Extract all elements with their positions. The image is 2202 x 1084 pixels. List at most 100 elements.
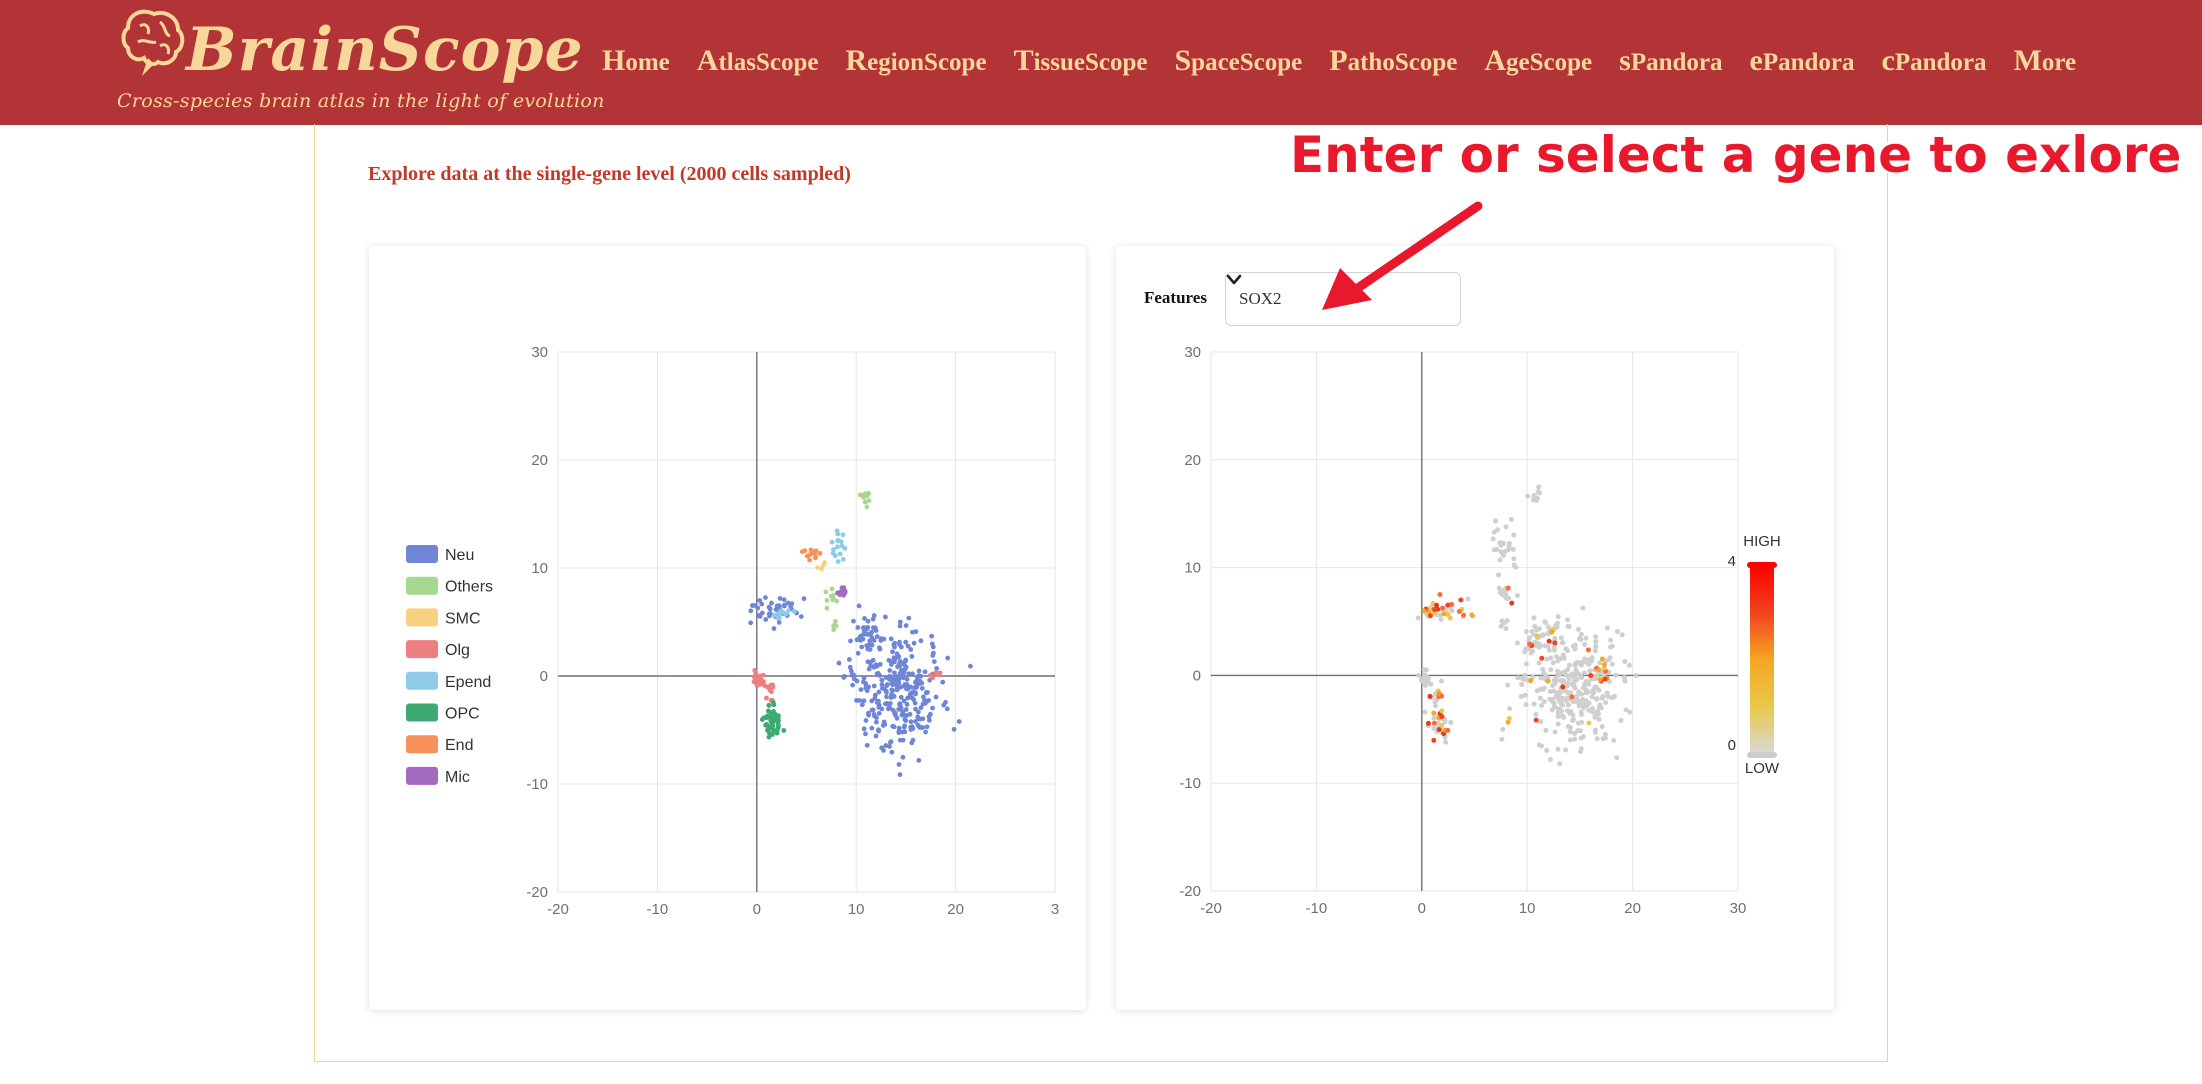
nav-item-atlasscope[interactable]: AtlasScope — [697, 44, 819, 78]
legend-swatch[interactable] — [406, 576, 438, 595]
point-neu — [888, 662, 894, 667]
nav-item-label: paceScope — [1191, 49, 1303, 76]
point-neu — [879, 706, 885, 712]
point-neu — [862, 616, 867, 621]
point-neu — [889, 749, 895, 755]
point-neu — [929, 641, 935, 647]
point-neu — [911, 697, 917, 703]
point-neu — [897, 623, 903, 629]
point-unexpressed — [1511, 562, 1517, 568]
point-unexpressed — [1529, 628, 1535, 634]
point-neu — [902, 729, 908, 735]
legend-label[interactable]: Neu — [445, 547, 474, 564]
legend-swatch[interactable] — [406, 735, 438, 754]
nav-item-more[interactable]: More — [2014, 44, 2077, 78]
visualmap-gradient-bar[interactable] — [1750, 566, 1774, 754]
nav-item-pathoscope[interactable]: PathoScope — [1329, 44, 1457, 78]
nav-item-tissuescope[interactable]: TissueScope — [1014, 44, 1148, 78]
point-unexpressed — [1532, 639, 1538, 645]
point-opc — [766, 730, 772, 736]
point-neu — [855, 650, 861, 656]
legend-swatch[interactable] — [406, 671, 438, 690]
point-unexpressed — [1570, 699, 1576, 705]
point-neu — [897, 663, 903, 669]
point-unexpressed — [1600, 693, 1606, 699]
point-olg — [770, 682, 775, 688]
point-unexpressed — [1561, 714, 1567, 720]
point-expressed — [1552, 640, 1558, 646]
legend-label[interactable]: End — [445, 737, 473, 754]
point-neu — [847, 664, 853, 670]
legend-label[interactable]: SMC — [445, 610, 481, 627]
point-expressed — [1456, 608, 1462, 614]
legend-swatch[interactable] — [406, 608, 438, 627]
point-neu — [888, 695, 894, 701]
visualmap-bottom-handle[interactable] — [1747, 752, 1777, 758]
nav-item-regionscope[interactable]: RegionScope — [845, 44, 986, 78]
top-navbar: BrainScope Cross-species brain atlas in … — [0, 0, 2202, 125]
legend-swatch[interactable] — [406, 766, 438, 785]
point-unexpressed — [1564, 680, 1570, 686]
nav-item-agescope[interactable]: AgeScope — [1484, 44, 1592, 78]
point-unexpressed — [1537, 686, 1543, 692]
point-neu — [877, 646, 883, 652]
point-olg — [761, 672, 766, 678]
point-neu — [923, 690, 929, 696]
nav-item-cpandora[interactable]: cPandora — [1882, 44, 1987, 78]
celltype-scatter-card: -20 -10 0 10 20 3 30 20 10 0 -10 -20 Neu Others SMC Olg… — [369, 246, 1086, 1010]
legend-label[interactable]: Others — [445, 579, 493, 596]
point-neu — [910, 629, 915, 635]
point-neu — [890, 649, 895, 655]
point-expressed — [1432, 607, 1438, 613]
point-neu — [940, 679, 946, 685]
point-neu — [930, 705, 935, 711]
point-expressed — [1439, 605, 1445, 611]
point-neu — [911, 640, 917, 646]
1-y-tick-label: 10 — [1184, 560, 1201, 577]
point-neu — [930, 653, 936, 658]
point-neu — [841, 673, 847, 679]
point-smc — [815, 565, 820, 571]
point-unexpressed — [1570, 712, 1576, 718]
point-neu — [748, 608, 754, 614]
point-neu — [851, 676, 857, 682]
nav-item-home[interactable]: Home — [602, 44, 670, 78]
brand-name[interactable]: BrainScope — [186, 15, 584, 85]
point-neu — [863, 683, 869, 689]
point-neu — [851, 618, 856, 624]
point-others — [823, 589, 829, 595]
legend-swatch[interactable] — [406, 545, 438, 563]
1-x-tick-label: 10 — [1519, 900, 1536, 917]
nav-item-spacescope[interactable]: SpaceScope — [1174, 44, 1302, 78]
point-unexpressed — [1438, 616, 1444, 622]
point-unexpressed — [1619, 632, 1625, 638]
point-unexpressed — [1572, 676, 1578, 682]
nav-item-spandora[interactable]: sPandora — [1619, 44, 1722, 78]
point-unexpressed — [1563, 747, 1569, 753]
legend-label[interactable]: Mic — [445, 769, 470, 786]
point-expressed — [1439, 708, 1445, 714]
point-expressed — [1586, 720, 1592, 726]
point-unexpressed — [1503, 626, 1509, 632]
point-neu — [916, 673, 922, 679]
point-neu — [883, 743, 889, 748]
point-neu — [771, 626, 777, 632]
point-epend — [835, 544, 840, 550]
point-unexpressed — [1532, 623, 1538, 629]
point-neu — [861, 679, 866, 685]
legend-swatch[interactable] — [406, 640, 438, 659]
point-neu — [860, 625, 866, 631]
legend-label[interactable]: Epend — [445, 674, 491, 691]
point-unexpressed — [1523, 702, 1529, 708]
legend-swatch[interactable] — [406, 703, 438, 722]
point-unexpressed — [1545, 624, 1551, 630]
point-unexpressed — [1618, 717, 1624, 723]
legend-label[interactable]: Olg — [445, 642, 470, 659]
point-neu — [848, 668, 854, 674]
point-unexpressed — [1543, 727, 1549, 733]
point-unexpressed — [1510, 546, 1516, 552]
point-neu — [876, 728, 882, 734]
point-neu — [875, 670, 881, 676]
legend-label[interactable]: OPC — [445, 706, 480, 723]
nav-item-epandora[interactable]: ePandora — [1750, 44, 1855, 78]
